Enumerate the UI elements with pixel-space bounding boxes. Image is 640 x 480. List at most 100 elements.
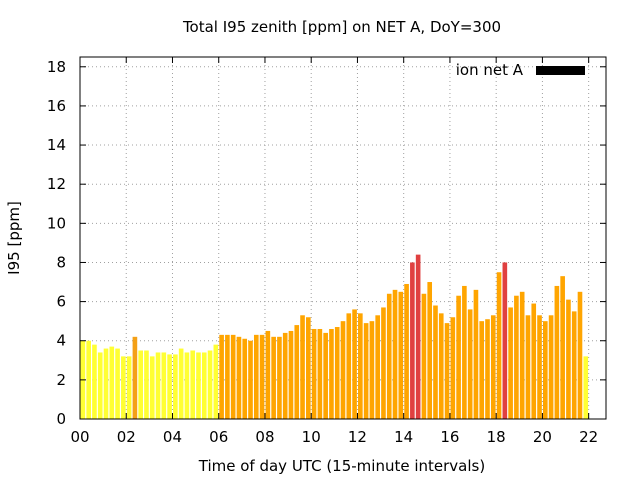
- bar: [184, 352, 190, 419]
- x-tick-label: 08: [255, 428, 274, 446]
- bar: [97, 352, 103, 419]
- bar: [346, 313, 352, 419]
- bar: [502, 262, 508, 419]
- bar: [410, 262, 415, 419]
- bar: [358, 313, 363, 419]
- bar: [173, 354, 178, 419]
- bar: [571, 311, 577, 419]
- bar: [311, 328, 317, 419]
- bar: [323, 332, 328, 419]
- bar: [438, 313, 444, 419]
- bar: [421, 293, 427, 419]
- bar: [149, 356, 155, 419]
- bar: [427, 282, 433, 419]
- x-tick-label: 20: [533, 428, 552, 446]
- bar: [467, 309, 473, 419]
- bar: [121, 356, 126, 419]
- bar: [508, 307, 513, 419]
- bar: [265, 330, 271, 419]
- y-tick-label: 14: [47, 136, 66, 154]
- bar: [201, 352, 207, 419]
- bar: [433, 305, 438, 419]
- bar: [444, 323, 450, 419]
- y-tick-label: 0: [56, 410, 66, 428]
- bar: [109, 346, 115, 419]
- bar: [190, 350, 196, 419]
- bar: [259, 334, 265, 419]
- bar: [207, 350, 213, 419]
- bar: [132, 336, 138, 419]
- legend: ion net A: [456, 61, 585, 79]
- y-tick-label: 4: [56, 332, 66, 350]
- x-axis-label: Time of day UTC (15-minute intervals): [198, 457, 485, 475]
- bar: [288, 330, 294, 419]
- x-tick-label: 02: [117, 428, 136, 446]
- bar: [219, 334, 224, 419]
- bar: [300, 315, 305, 419]
- y-tick-label: 18: [47, 58, 66, 76]
- bar: [86, 340, 91, 419]
- bar: [485, 319, 490, 419]
- bar: [138, 350, 143, 419]
- x-tick-label: 10: [302, 428, 321, 446]
- bar: [456, 295, 461, 419]
- bar: [519, 291, 525, 419]
- bar: [525, 315, 531, 419]
- bar: [392, 289, 398, 419]
- bar: [271, 336, 276, 419]
- bar: [386, 293, 392, 419]
- bar: [404, 283, 409, 419]
- bar: [462, 285, 467, 419]
- legend-swatch: [536, 66, 585, 75]
- bar: [317, 328, 323, 419]
- bar: [115, 348, 120, 419]
- bar: [178, 348, 184, 419]
- bar: [236, 336, 242, 419]
- bar: [473, 289, 479, 419]
- bar: [167, 354, 172, 419]
- y-tick-label: 8: [56, 253, 66, 271]
- bar: [306, 317, 311, 419]
- bar: [103, 348, 109, 419]
- bar: [340, 321, 346, 419]
- bar: [415, 254, 421, 419]
- bar: [196, 352, 201, 419]
- bar: [583, 356, 589, 419]
- bar: [126, 356, 132, 419]
- bar: [577, 291, 583, 419]
- y-tick-label: 10: [47, 214, 66, 232]
- bar: [496, 272, 502, 419]
- bar: [161, 352, 167, 419]
- x-tick-label: 14: [394, 428, 413, 446]
- bar: [381, 307, 386, 419]
- bar: [398, 291, 404, 419]
- bar: [554, 285, 560, 419]
- y-tick-label: 16: [47, 97, 66, 115]
- bar: [144, 350, 149, 419]
- bar: [329, 328, 334, 419]
- x-tick-labels: 00 02 04 06 08 10 12 14 16 18 20 22: [70, 428, 598, 446]
- plot-frame: [79, 56, 607, 420]
- bar: [277, 336, 282, 419]
- bar: [248, 340, 253, 419]
- bar: [363, 323, 369, 419]
- bar: [560, 276, 565, 419]
- bar: [230, 334, 236, 419]
- bar: [537, 315, 542, 419]
- bars: [80, 254, 589, 419]
- bar: [282, 332, 288, 419]
- bar: [548, 315, 554, 419]
- y-axis-label: I95 [ppm]: [5, 201, 23, 275]
- x-tick-label: 16: [440, 428, 459, 446]
- bar: [92, 344, 97, 419]
- bar: [490, 315, 496, 419]
- x-tick-label: 12: [348, 428, 367, 446]
- bar: [155, 352, 161, 419]
- bar: [450, 317, 456, 419]
- bar: [375, 315, 380, 419]
- x-tick-label: 04: [163, 428, 182, 446]
- bar: [294, 325, 300, 419]
- x-tick-label: 00: [70, 428, 89, 446]
- y-tick-labels: 0 2 4 6 8 10 12 14 16 18: [47, 58, 66, 428]
